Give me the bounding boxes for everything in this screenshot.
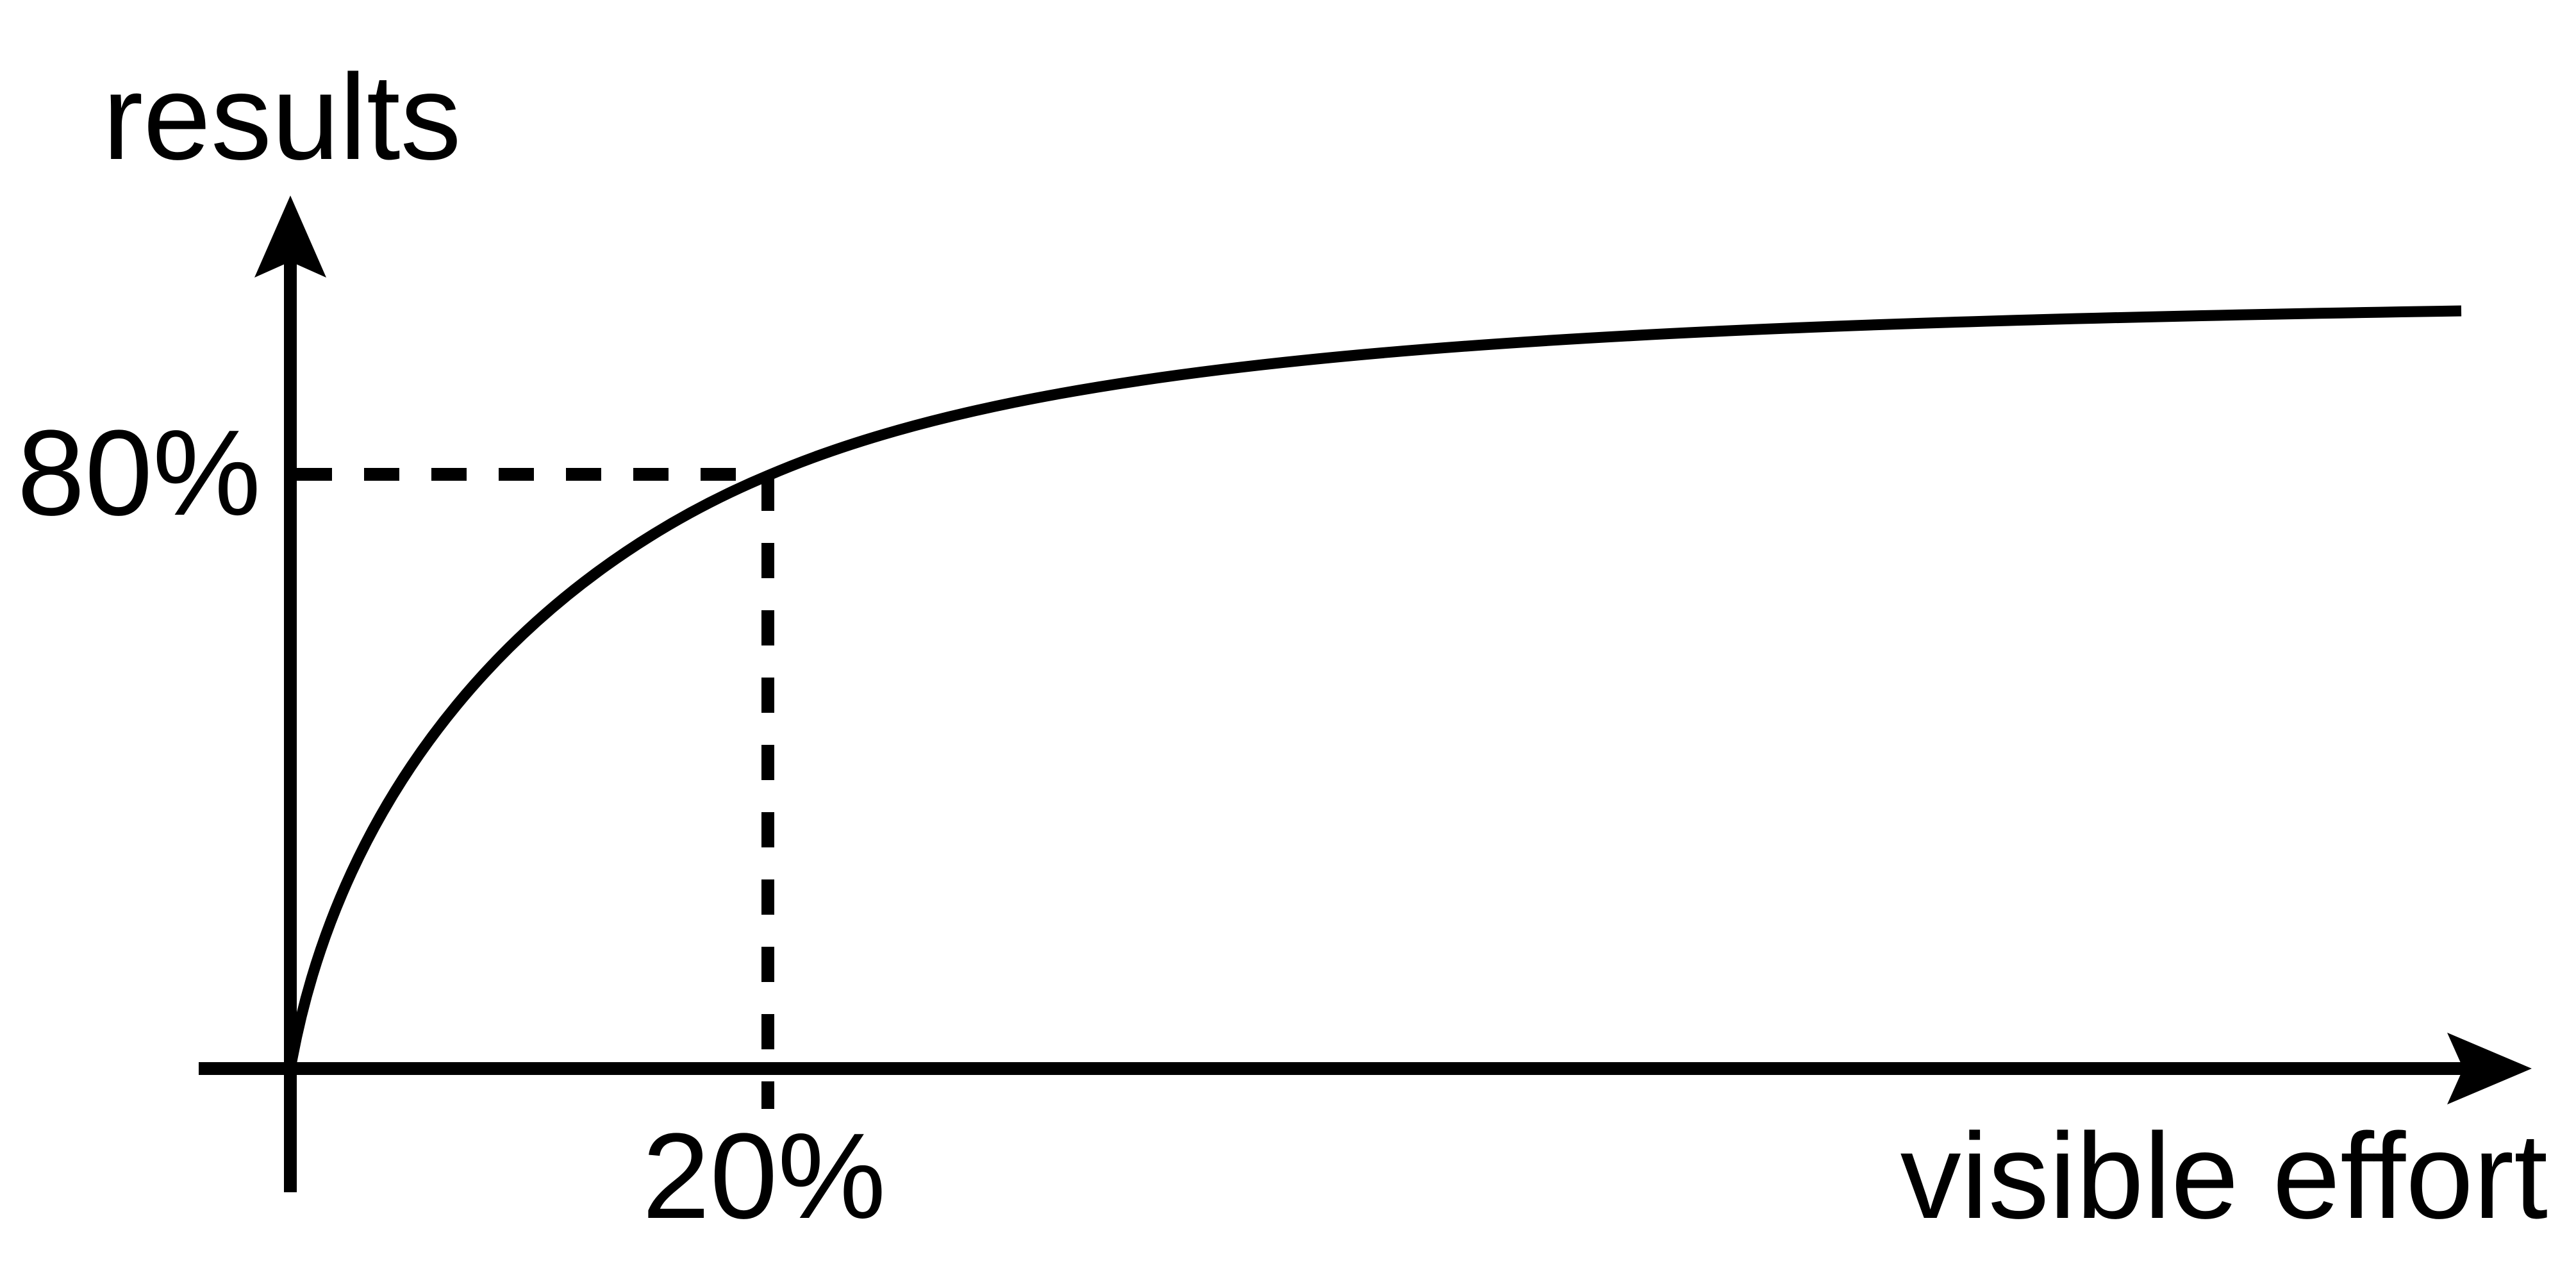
y-marker-label: 80% [17,405,261,541]
y-axis-label: results [103,49,461,185]
x-marker-label: 20% [642,1108,886,1244]
x-axis-arrowhead [2447,1033,2532,1104]
y-axis-arrowhead [254,196,326,278]
results-curve [285,305,2462,1070]
x-axis-label: visible effort [1900,1108,2548,1244]
